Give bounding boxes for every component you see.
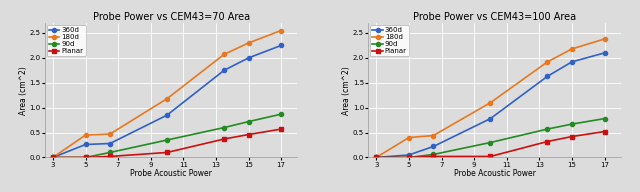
Planar (220, 138, 228, 140)
360d (601, 52, 609, 54)
90d (163, 139, 171, 141)
Title: Probe Power vs CEM43=100 Area: Probe Power vs CEM43=100 Area (413, 12, 576, 22)
Line: 180d: 180d (374, 37, 607, 160)
360d (277, 44, 285, 47)
360d (568, 61, 576, 63)
180d (244, 42, 252, 44)
360d (163, 114, 171, 116)
Legend: 360d, 180d, 90d, Planar: 360d, 180d, 90d, Planar (371, 25, 409, 56)
360d (372, 156, 380, 159)
360d (82, 143, 90, 146)
180d (106, 133, 114, 135)
180d (568, 48, 576, 50)
Planar (106, 155, 114, 158)
90d (244, 120, 252, 123)
90d (220, 126, 228, 129)
Planar (486, 155, 494, 158)
360d (106, 142, 114, 145)
180d (49, 156, 57, 159)
90d (82, 156, 90, 159)
180d (486, 102, 494, 104)
180d (405, 136, 413, 139)
180d (543, 61, 551, 63)
180d (277, 29, 285, 32)
90d (49, 156, 57, 159)
180d (82, 134, 90, 136)
Line: Planar: Planar (51, 127, 284, 160)
Planar (82, 156, 90, 159)
180d (601, 38, 609, 40)
Planar (405, 156, 413, 159)
Line: 360d: 360d (374, 51, 607, 160)
180d (372, 156, 380, 159)
360d (429, 145, 437, 148)
Planar (49, 156, 57, 159)
Planar (543, 140, 551, 143)
Line: Planar: Planar (374, 129, 607, 160)
Y-axis label: Area (cm^2): Area (cm^2) (19, 66, 28, 115)
Line: 360d: 360d (51, 43, 284, 160)
Line: 180d: 180d (51, 28, 284, 160)
360d (405, 154, 413, 156)
Planar (601, 130, 609, 133)
Planar (429, 155, 437, 158)
X-axis label: Probe Acoustic Power: Probe Acoustic Power (130, 169, 212, 178)
Planar (372, 156, 380, 159)
90d (106, 151, 114, 154)
360d (543, 75, 551, 77)
Line: 90d: 90d (51, 112, 284, 160)
90d (277, 113, 285, 115)
90d (372, 156, 380, 159)
Planar (568, 135, 576, 138)
Line: 90d: 90d (374, 117, 607, 160)
90d (568, 123, 576, 125)
360d (244, 57, 252, 59)
Planar (163, 151, 171, 154)
360d (220, 69, 228, 71)
Y-axis label: Area (cm^2): Area (cm^2) (342, 66, 351, 115)
X-axis label: Probe Acoustic Power: Probe Acoustic Power (454, 169, 536, 178)
90d (601, 118, 609, 120)
Planar (244, 133, 252, 136)
Title: Probe Power vs CEM43=70 Area: Probe Power vs CEM43=70 Area (93, 12, 250, 22)
180d (429, 134, 437, 137)
Legend: 360d, 180d, 90d, Planar: 360d, 180d, 90d, Planar (47, 25, 86, 56)
180d (220, 53, 228, 55)
90d (429, 153, 437, 156)
90d (543, 128, 551, 130)
90d (486, 141, 494, 144)
360d (486, 118, 494, 120)
90d (405, 156, 413, 159)
360d (49, 156, 57, 159)
180d (163, 98, 171, 100)
Planar (277, 128, 285, 130)
